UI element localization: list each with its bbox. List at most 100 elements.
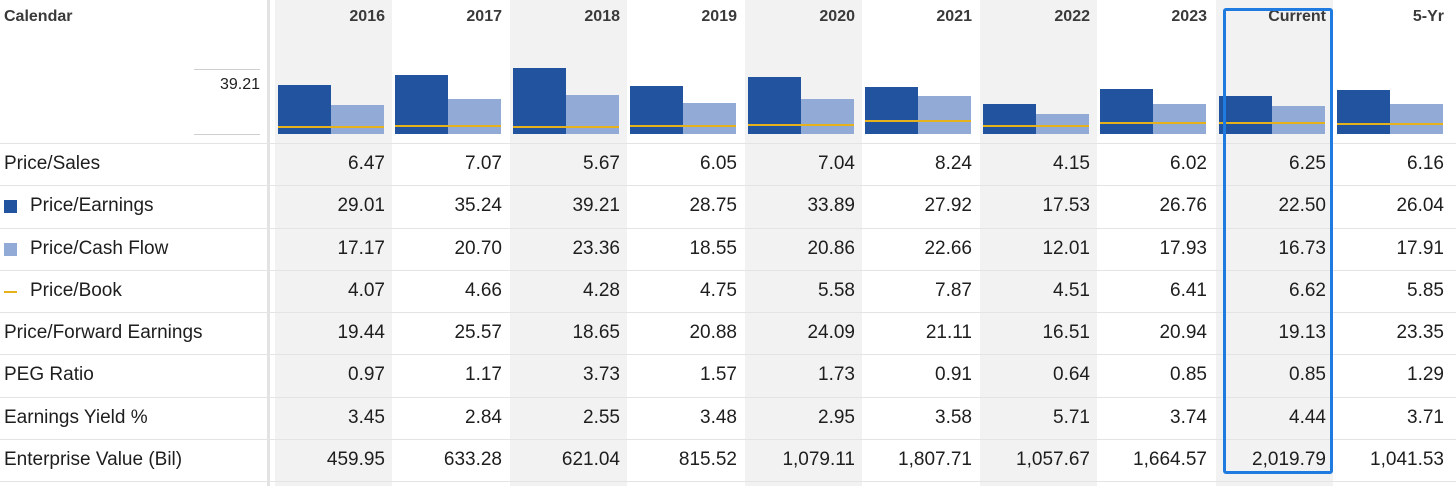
row-divider — [0, 481, 1456, 482]
table-cell: 6.16 — [1407, 153, 1444, 174]
table-cell: 2.95 — [818, 407, 855, 428]
table-cell: 1,807.71 — [898, 449, 972, 470]
table-cell: 1.17 — [465, 364, 502, 385]
table-cell: 5.58 — [818, 280, 855, 301]
pcf-bar-current — [1272, 105, 1325, 134]
row-divider — [0, 397, 1456, 398]
table-cell: 4.15 — [1053, 153, 1090, 174]
period-header-2017[interactable]: 2017 — [466, 8, 502, 25]
period-header-current[interactable]: Current — [1268, 8, 1326, 25]
table-cell: 0.91 — [935, 364, 972, 385]
row-label: Earnings Yield % — [4, 407, 148, 428]
selected-column-highlight — [1223, 8, 1333, 474]
pb-line-2017 — [395, 125, 501, 128]
table-cell: 23.36 — [572, 238, 620, 259]
table-cell: 16.73 — [1278, 238, 1326, 259]
chart-axis-bottom-line — [194, 134, 260, 135]
period-header-2016[interactable]: 2016 — [349, 8, 385, 25]
pe-bar-2022 — [983, 104, 1036, 134]
table-cell: 633.28 — [443, 449, 502, 470]
table-cell: 20.88 — [689, 322, 737, 343]
pb-line-2016 — [278, 126, 384, 129]
row-divider — [0, 439, 1456, 440]
table-cell: 3.48 — [700, 407, 737, 428]
table-cell: 1,079.11 — [782, 449, 855, 470]
table-cell: 0.97 — [348, 364, 385, 385]
period-header-2023[interactable]: 2023 — [1171, 8, 1207, 25]
table-cell: 4.28 — [583, 280, 620, 301]
table-cell: 6.62 — [1289, 280, 1326, 301]
table-cell: 29.01 — [337, 195, 385, 216]
table-cell: 3.45 — [348, 407, 385, 428]
table-cell: 19.13 — [1278, 322, 1326, 343]
table-cell: 7.07 — [465, 153, 502, 174]
pcf-bar-2023 — [1153, 103, 1206, 134]
table-cell: 0.85 — [1170, 364, 1207, 385]
table-cell: 3.71 — [1407, 407, 1444, 428]
table-cell: 6.47 — [348, 153, 385, 174]
pe-bar-2021 — [865, 87, 918, 134]
column-background-2016 — [275, 0, 392, 486]
pb-line-2022 — [983, 125, 1089, 128]
table-cell: 2,019.79 — [1252, 449, 1326, 470]
row-divider — [0, 228, 1456, 229]
table-cell: 1,057.67 — [1016, 449, 1090, 470]
column-divider — [267, 0, 270, 486]
period-header-2020[interactable]: 2020 — [819, 8, 855, 25]
legend-swatch-pb — [4, 291, 17, 293]
table-cell: 6.25 — [1289, 153, 1326, 174]
table-cell: 27.92 — [924, 195, 972, 216]
pcf-bar-5-yr — [1390, 103, 1443, 134]
pcf-bar-2022 — [1036, 113, 1089, 134]
table-cell: 19.44 — [337, 322, 385, 343]
table-cell: 21.11 — [925, 322, 972, 343]
pb-line-2023 — [1100, 122, 1206, 125]
table-cell: 2.84 — [465, 407, 502, 428]
pb-line-2018 — [513, 125, 619, 128]
table-cell: 0.85 — [1289, 364, 1326, 385]
table-cell: 26.04 — [1396, 195, 1444, 216]
table-cell: 7.04 — [818, 153, 855, 174]
table-cell: 1.57 — [700, 364, 737, 385]
table-cell: 17.53 — [1042, 195, 1090, 216]
row-divider — [0, 312, 1456, 313]
period-header-2018[interactable]: 2018 — [584, 8, 620, 25]
table-cell: 621.04 — [561, 449, 620, 470]
period-header-2022[interactable]: 2022 — [1054, 8, 1090, 25]
period-header-2021[interactable]: 2021 — [936, 8, 972, 25]
table-cell: 1,041.53 — [1370, 449, 1444, 470]
table-cell: 4.07 — [348, 280, 385, 301]
table-cell: 1.73 — [818, 364, 855, 385]
table-cell: 23.35 — [1396, 322, 1444, 343]
table-cell: 16.51 — [1042, 322, 1090, 343]
row-divider — [0, 354, 1456, 355]
table-cell: 17.17 — [337, 238, 385, 259]
row-label: Enterprise Value (Bil) — [4, 449, 183, 470]
chart-axis-max-label: 39.21 — [219, 76, 260, 93]
table-cell: 18.65 — [572, 322, 620, 343]
period-header-5-yr[interactable]: 5-Yr — [1412, 8, 1444, 25]
table-cell: 35.24 — [454, 195, 502, 216]
table-cell: 28.75 — [689, 195, 737, 216]
legend-swatch-pcf — [4, 243, 17, 256]
table-cell: 17.91 — [1396, 238, 1444, 259]
pb-line-2021 — [865, 119, 971, 122]
pcf-bar-2018 — [566, 94, 619, 134]
column-background-current — [1216, 0, 1333, 486]
table-cell: 18.55 — [689, 238, 737, 259]
table-cell: 3.58 — [935, 407, 972, 428]
table-cell: 5.71 — [1053, 407, 1090, 428]
table-cell: 5.85 — [1407, 280, 1444, 301]
calendar-label: Calendar — [4, 8, 73, 25]
table-cell: 7.87 — [935, 280, 972, 301]
table-cell: 12.01 — [1042, 238, 1090, 259]
pe-bar-2023 — [1100, 88, 1153, 134]
pe-bar-2017 — [395, 74, 448, 134]
table-cell: 0.64 — [1053, 364, 1090, 385]
table-cell: 6.41 — [1170, 280, 1207, 301]
pe-bar-5-yr — [1337, 90, 1390, 134]
table-cell: 39.21 — [572, 195, 620, 216]
table-cell: 2.55 — [583, 407, 620, 428]
period-header-2019[interactable]: 2019 — [701, 8, 737, 25]
